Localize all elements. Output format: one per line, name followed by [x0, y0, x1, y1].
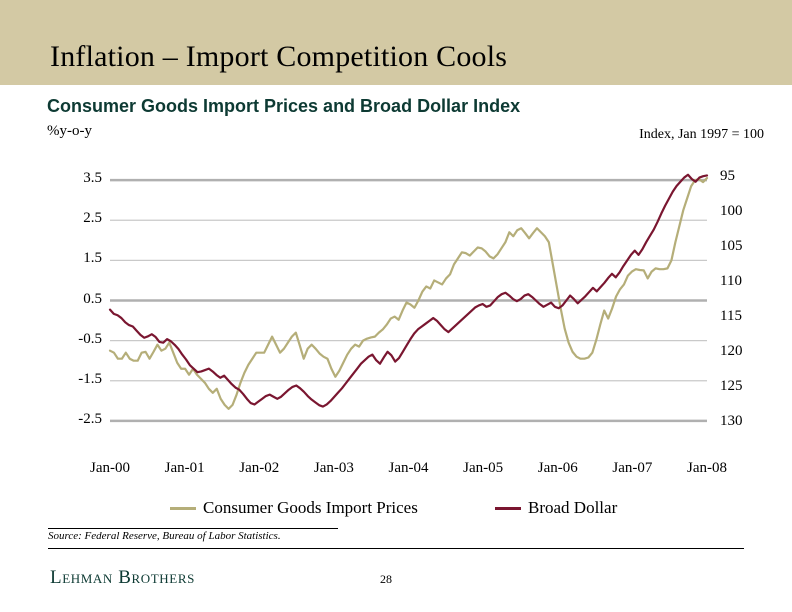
- x-axis-tick: Jan-04: [388, 460, 429, 476]
- y-axis-left-tick: 0.5: [83, 290, 102, 307]
- y-axis-left-tick: -0.5: [78, 330, 102, 347]
- legend-label: Consumer Goods Import Prices: [203, 498, 418, 517]
- y-axis-right-tick: 125: [720, 378, 743, 395]
- x-axis-tick: Jan-03: [313, 460, 354, 476]
- source-divider-bottom: [48, 548, 744, 549]
- legend-item-1[interactable]: Consumer Goods Import Prices: [170, 498, 418, 518]
- y-axis-left-tick: -1.5: [78, 370, 102, 387]
- y-axis-right-tick: 110: [720, 272, 742, 289]
- y-axis-right-unit-label: Index, Jan 1997 = 100: [639, 127, 764, 142]
- y-axis-right-tick: 105: [720, 237, 743, 254]
- header-band: [0, 0, 792, 85]
- series-line-2: [108, 173, 709, 408]
- brand-logo: Lehman Brothers: [50, 567, 195, 588]
- y-axis-left-tick: -2.5: [78, 410, 102, 427]
- y-axis-right-tick: 115: [720, 308, 742, 325]
- legend-label: Broad Dollar: [528, 498, 618, 517]
- x-axis-tick: Jan-00: [90, 460, 130, 476]
- y-axis-left-tick: 3.5: [83, 170, 102, 187]
- y-axis-right-tick: 95: [720, 167, 735, 184]
- source-divider-top: [48, 528, 338, 529]
- x-axis-tick: Jan-02: [239, 460, 280, 476]
- chart-legend: Consumer Goods Import Prices Broad Dollar: [110, 498, 710, 522]
- source-note: Source: Federal Reserve, Bureau of Labor…: [48, 530, 281, 542]
- y-axis-left-tick: 2.5: [83, 210, 102, 227]
- y-axis-left-unit-label: %y-o-y: [47, 123, 92, 139]
- x-axis-tick: Jan-06: [537, 460, 578, 476]
- series-line-1: [108, 176, 709, 410]
- x-axis-tick: Jan-07: [612, 460, 653, 476]
- y-axis-left-tick: 1.5: [83, 250, 102, 267]
- legend-item-2[interactable]: Broad Dollar: [495, 498, 617, 518]
- legend-color-swatch: [495, 506, 521, 510]
- x-axis-tick: Jan-01: [164, 460, 205, 476]
- chart-title: Consumer Goods Import Prices and Broad D…: [47, 96, 521, 116]
- y-axis-right-tick: 120: [720, 343, 743, 360]
- legend-color-swatch: [170, 506, 196, 510]
- page-title: Inflation – Import Competition Cools: [50, 40, 508, 73]
- y-axis-right-tick: 100: [720, 202, 743, 219]
- x-axis-tick: Jan-05: [463, 460, 504, 476]
- x-axis-tick: Jan-08: [687, 460, 727, 476]
- page-number: 28: [380, 572, 392, 586]
- y-axis-right-tick: 130: [720, 413, 743, 430]
